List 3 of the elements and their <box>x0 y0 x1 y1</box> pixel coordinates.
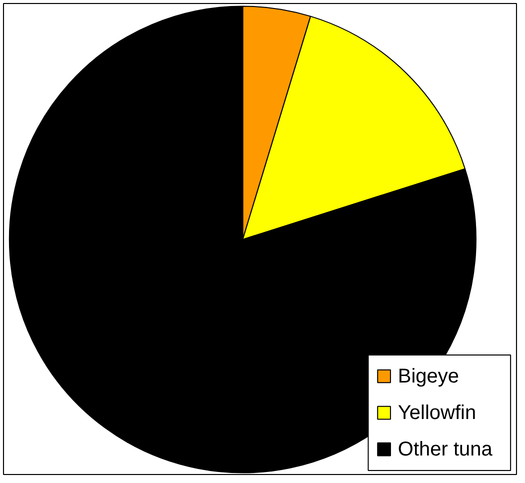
legend-label: Yellowfin <box>398 402 476 424</box>
legend-label: Bigeye <box>398 365 460 388</box>
legend-label: Other tuna <box>398 438 494 460</box>
